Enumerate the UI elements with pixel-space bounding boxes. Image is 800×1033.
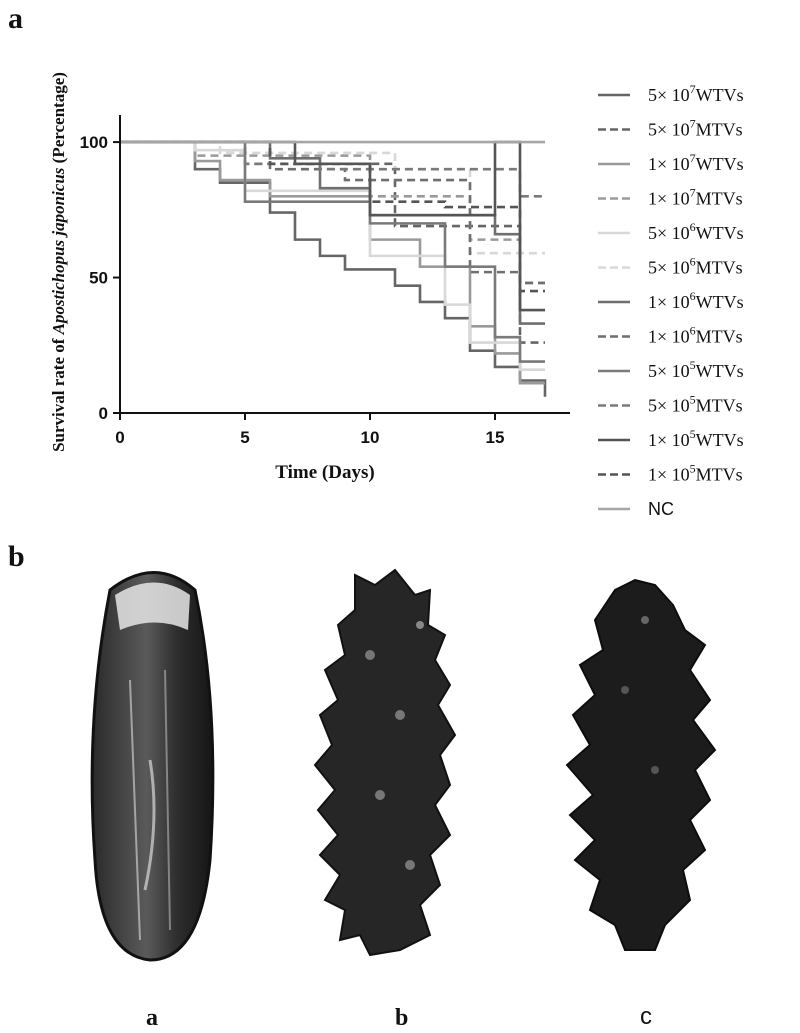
series-line-1 bbox=[120, 140, 545, 344]
legend-label-6: 1× 106WTVs bbox=[648, 289, 744, 312]
legend-label-8: 5× 105WTVs bbox=[648, 358, 744, 381]
legend-label-4: 5× 106WTVs bbox=[648, 220, 744, 243]
specimen-caption-c: c bbox=[640, 1003, 652, 1030]
panel-a-label: a bbox=[8, 2, 23, 35]
legend-label-2: 1× 107WTVs bbox=[648, 151, 744, 174]
legend-label-3: 1× 107MTVs bbox=[648, 186, 743, 209]
y-tick-label: 0 bbox=[99, 404, 108, 423]
y-tick-label: 50 bbox=[89, 269, 108, 288]
legend-label-9: 5× 105MTVs bbox=[648, 393, 743, 416]
survival-chart: 0 5 10 15 0 50 100 Time (Days) Survival rate of … bbox=[49, 72, 744, 519]
series-line-8 bbox=[120, 140, 545, 363]
specimen-photo-b bbox=[313, 568, 457, 957]
series-line-11 bbox=[120, 140, 545, 293]
x-tick-label: 15 bbox=[486, 428, 505, 447]
y-tick-label: 100 bbox=[80, 133, 108, 152]
legend-label-5: 5× 106MTVs bbox=[648, 255, 743, 278]
y-axis-label: Survival rate of Apostichopus japonicus … bbox=[49, 72, 68, 452]
legend-label-7: 1× 106MTVs bbox=[648, 324, 743, 347]
x-tick-label: 5 bbox=[240, 428, 249, 447]
specimen-caption-a: a bbox=[146, 1005, 158, 1031]
legend-label-10: 1× 105WTVs bbox=[648, 427, 744, 450]
specimen-photo-a bbox=[90, 571, 215, 962]
specimen-photo-c bbox=[565, 578, 717, 951]
x-tick-label: 10 bbox=[361, 428, 380, 447]
x-axis-label: Time (Days) bbox=[275, 462, 374, 483]
series-line-2 bbox=[120, 140, 545, 385]
legend-label-11: 1× 105MTVs bbox=[648, 462, 743, 485]
legend-label-12: NC bbox=[648, 499, 674, 519]
panel-b-label: b bbox=[8, 540, 25, 573]
legend-label-1: 5× 107MTVs bbox=[648, 117, 743, 140]
x-tick-label: 0 bbox=[115, 428, 124, 447]
specimen-caption-b: b bbox=[395, 1005, 409, 1031]
legend-label-0: 5× 107WTVs bbox=[648, 82, 744, 105]
series-line-0 bbox=[120, 140, 547, 397]
series-line-5 bbox=[120, 140, 545, 255]
